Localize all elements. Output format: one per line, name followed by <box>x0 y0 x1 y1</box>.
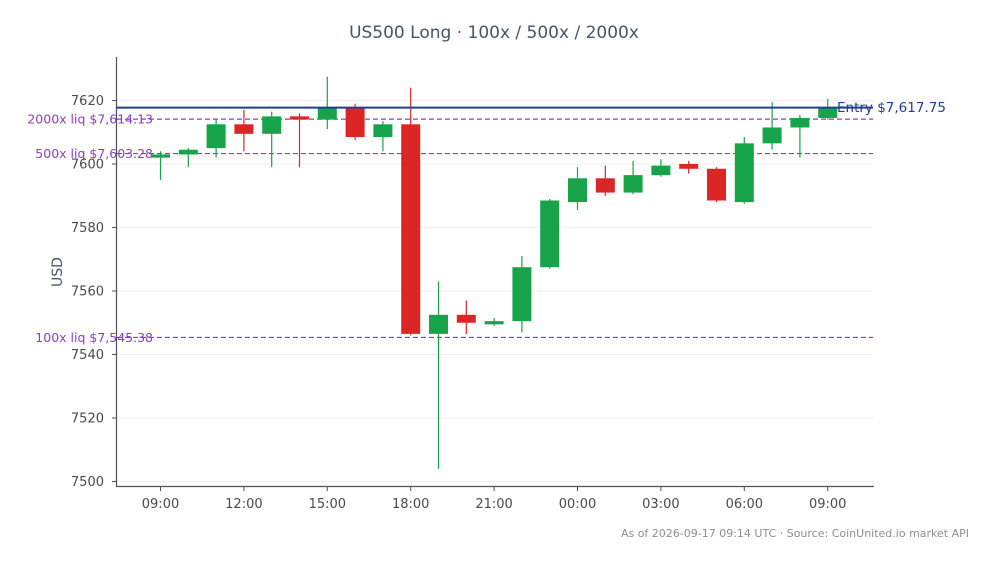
candle <box>151 151 170 180</box>
candle-body <box>317 108 337 120</box>
x-tick-label: 06:00 <box>726 497 763 512</box>
x-axis-ticks: 09:00 12:00 15:00 18:00 21:00 00:00 03:00 06:00… <box>142 486 846 512</box>
candle <box>234 110 254 152</box>
y-tick-label: 7520 <box>71 412 104 427</box>
chart-title: US500 Long · 100x / 500x / 2000x <box>349 23 639 43</box>
candle-body <box>429 314 448 334</box>
candle-body <box>818 108 838 118</box>
y-axis-ticks: 7500 7520 7540 7560 7580 7600 7620 <box>71 94 117 490</box>
y-tick-label: 7560 <box>71 285 104 300</box>
candle <box>373 121 393 152</box>
candle <box>262 111 282 168</box>
x-tick-label: 09:00 <box>142 497 179 512</box>
candle <box>568 167 587 211</box>
candle-body <box>178 149 198 155</box>
candle <box>790 114 810 158</box>
candle-body <box>651 165 671 176</box>
candle <box>818 98 838 120</box>
candle <box>540 198 560 269</box>
y-axis-label: USD <box>50 257 66 287</box>
candle-body <box>456 314 476 323</box>
liquidation-label: 2000x liq $7,614.13 <box>27 112 153 127</box>
grid-lines <box>117 100 873 482</box>
x-tick-label: 03:00 <box>642 497 679 512</box>
entry-line: Entry $7,617.75 <box>117 100 946 116</box>
x-tick-label: 21:00 <box>475 497 512 512</box>
x-tick-label: 15:00 <box>309 497 346 512</box>
liquidation-label: 500x liq $7,603.28 <box>35 146 153 161</box>
liquidation-label: 100x liq $7,545.38 <box>35 330 153 345</box>
liquidation-lines: 2000x liq $7,614.13 500x liq $7,603.28 100… <box>27 112 873 345</box>
candle <box>679 160 699 174</box>
candle-body <box>345 108 365 138</box>
candle <box>762 102 782 150</box>
candle <box>595 165 615 196</box>
candle-body <box>484 321 504 325</box>
candle <box>290 113 309 168</box>
candle <box>317 76 337 130</box>
candle <box>401 87 421 336</box>
candle-body <box>790 117 810 128</box>
y-tick-label: 7600 <box>71 158 104 173</box>
y-tick-label: 7500 <box>71 475 104 490</box>
candle <box>734 137 754 204</box>
x-tick-label: 12:00 <box>225 497 262 512</box>
candle-body <box>707 168 726 201</box>
x-tick-label: 18:00 <box>392 497 429 512</box>
y-tick-label: 7620 <box>71 94 104 109</box>
candle-body <box>568 178 587 203</box>
source-footer: As of 2026-09-17 09:14 UTC · Source: Coi… <box>621 527 969 540</box>
candle <box>651 159 671 177</box>
x-tick-label: 09:00 <box>809 497 846 512</box>
candle <box>484 317 504 326</box>
candle <box>178 148 198 168</box>
candle <box>456 300 476 334</box>
candle-body <box>151 154 170 158</box>
candle-body <box>206 124 226 149</box>
candle <box>707 167 726 203</box>
candle-body <box>290 116 309 120</box>
candle <box>623 160 643 195</box>
candle-body <box>373 124 393 138</box>
entry-label: Entry $7,617.75 <box>837 100 946 116</box>
candle <box>345 103 365 141</box>
x-tick-label: 00:00 <box>559 497 596 512</box>
y-tick-label: 7580 <box>71 221 104 236</box>
candle-body <box>401 124 421 334</box>
candle-body <box>512 267 532 322</box>
y-tick-label: 7540 <box>71 348 104 363</box>
candle <box>429 281 448 469</box>
candle <box>206 119 226 158</box>
candle-body <box>234 124 254 134</box>
candle <box>512 256 532 333</box>
candle-body <box>262 116 282 134</box>
candle-body <box>623 175 643 193</box>
candles <box>151 76 838 469</box>
candle-body <box>679 164 699 169</box>
candle-body <box>540 200 560 268</box>
candle-body <box>595 178 615 193</box>
candle-body <box>762 127 782 144</box>
candle-body <box>734 143 754 203</box>
